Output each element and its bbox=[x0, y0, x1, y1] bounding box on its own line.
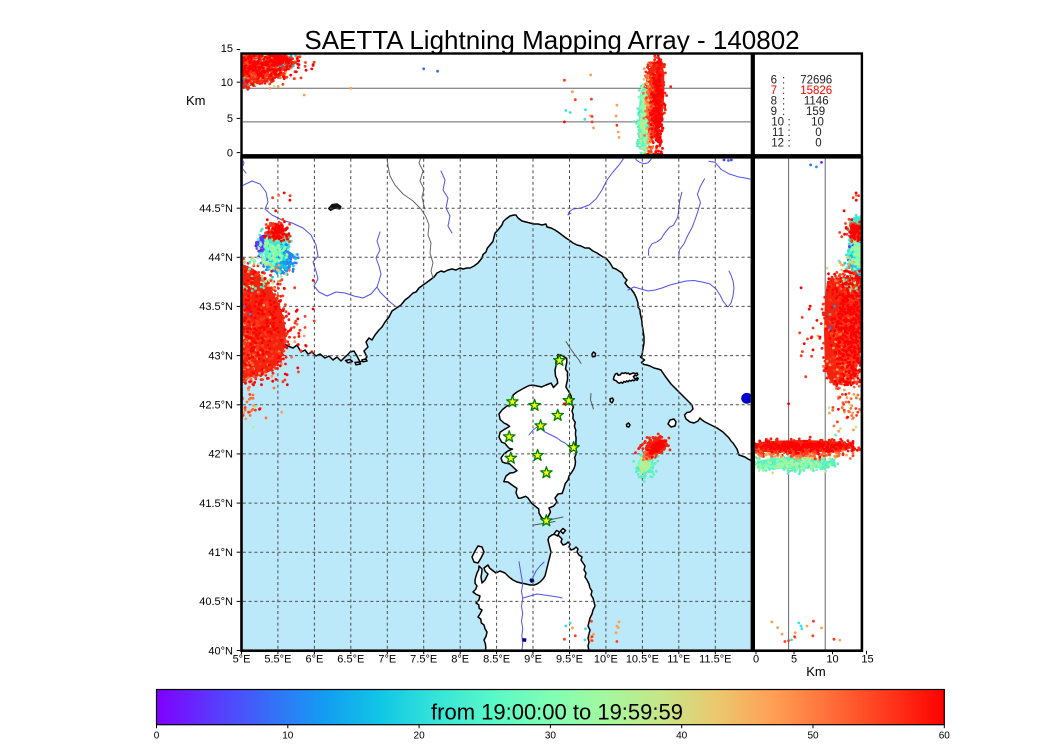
svg-text:SAETTA Lightning Mapping Array: SAETTA Lightning Mapping Array - 140802 bbox=[304, 25, 799, 55]
